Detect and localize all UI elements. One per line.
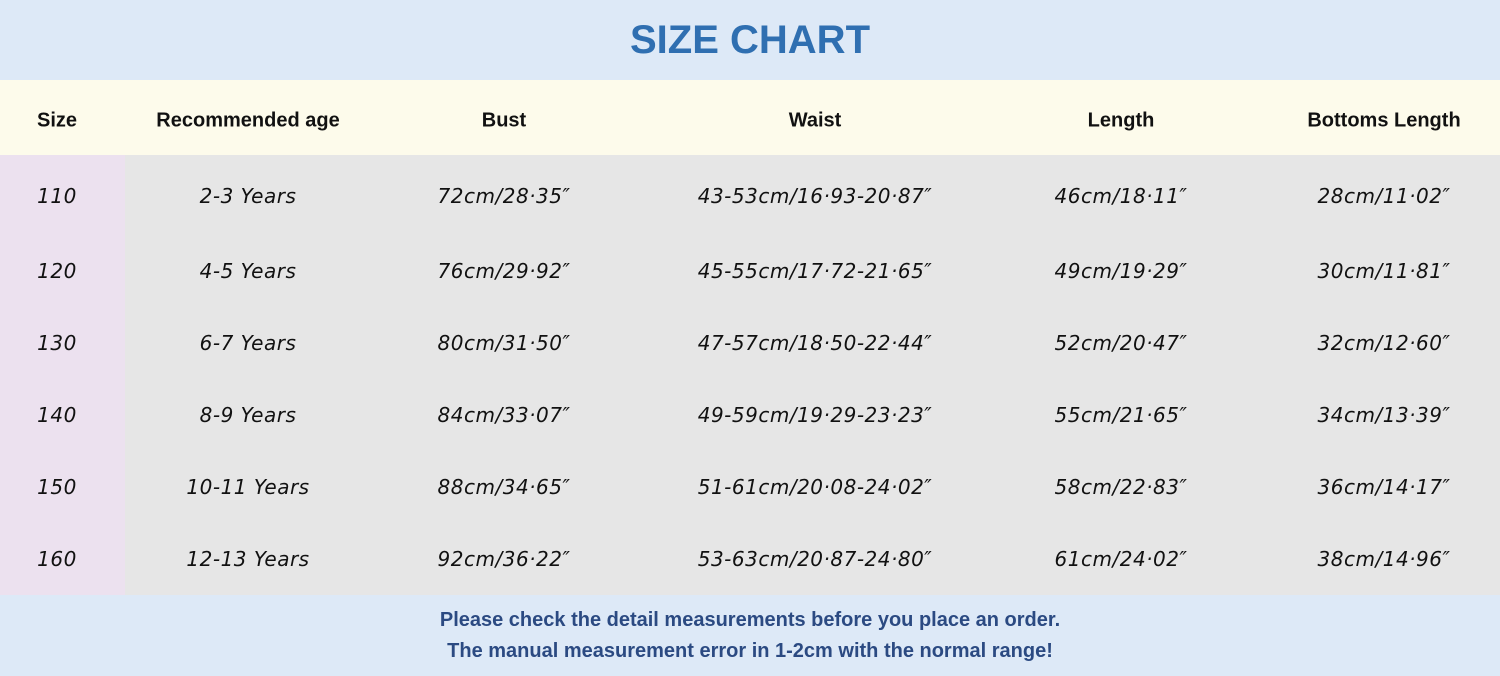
cell-recommended-age: 2-3 Years <box>199 184 297 208</box>
cell-size: 160 <box>37 547 77 571</box>
cell-recommended-age: 8-9 Years <box>199 403 297 427</box>
cell-bottoms-length: 32cm/12·60″ <box>1317 331 1451 355</box>
header-bottoms-length: Bottoms Length <box>1307 109 1461 132</box>
page-title: SIZE CHART <box>630 17 870 62</box>
cell-length: 46cm/18·11″ <box>1054 184 1188 208</box>
cell-bottoms-length: 36cm/14·17″ <box>1317 475 1451 499</box>
cell-waist: 43-53cm/16·93-20·87″ <box>697 184 933 208</box>
header-bust: Bust <box>481 109 527 132</box>
cell-size: 150 <box>37 475 77 499</box>
table-header <box>0 80 1500 155</box>
cell-size: 140 <box>37 403 77 427</box>
cell-recommended-age: 12-13 Years <box>186 547 310 571</box>
cell-bottoms-length: 34cm/13·39″ <box>1317 403 1451 427</box>
cell-bust: 72cm/28·35″ <box>437 184 571 208</box>
cell-size: 120 <box>37 259 77 283</box>
cell-waist: 45-55cm/17·72-21·65″ <box>697 259 933 283</box>
cell-bust: 88cm/34·65″ <box>437 475 571 499</box>
cell-recommended-age: 4-5 Years <box>199 259 297 283</box>
header-waist: Waist <box>788 109 842 132</box>
cell-waist: 49-59cm/19·29-23·23″ <box>697 403 933 427</box>
cell-bottoms-length: 30cm/11·81″ <box>1317 259 1451 283</box>
cell-length: 61cm/24·02″ <box>1054 547 1188 571</box>
table-body <box>0 155 1500 595</box>
cell-recommended-age: 10-11 Years <box>186 475 310 499</box>
cell-length: 58cm/22·83″ <box>1054 475 1188 499</box>
cell-length: 55cm/21·65″ <box>1054 403 1188 427</box>
cell-bust: 80cm/31·50″ <box>437 331 571 355</box>
cell-length: 52cm/20·47″ <box>1054 331 1188 355</box>
cell-waist: 47-57cm/18·50-22·44″ <box>697 331 933 355</box>
cell-bottoms-length: 28cm/11·02″ <box>1317 184 1451 208</box>
cell-size: 130 <box>37 331 77 355</box>
note-line: The manual measurement error in 1-2cm wi… <box>447 639 1053 662</box>
cell-size: 110 <box>37 184 77 208</box>
cell-bust: 76cm/29·92″ <box>437 259 571 283</box>
footer-notes: Please check the detail measurements bef… <box>0 595 1500 676</box>
cell-bust: 92cm/36·22″ <box>437 547 571 571</box>
note-line: Please check the detail measurements bef… <box>439 608 1061 631</box>
title-band: SIZE CHART <box>0 0 1500 80</box>
cell-waist: 53-63cm/20·87-24·80″ <box>697 547 933 571</box>
cell-waist: 51-61cm/20·08-24·02″ <box>697 475 933 499</box>
header-length: Length <box>1087 109 1155 132</box>
cell-length: 49cm/19·29″ <box>1054 259 1188 283</box>
cell-recommended-age: 6-7 Years <box>199 331 297 355</box>
header-size: Size <box>36 109 78 132</box>
cell-bottoms-length: 38cm/14·96″ <box>1317 547 1451 571</box>
header-recommended-age: Recommended age <box>156 109 340 132</box>
size-column-background <box>0 155 125 595</box>
cell-bust: 84cm/33·07″ <box>437 403 571 427</box>
